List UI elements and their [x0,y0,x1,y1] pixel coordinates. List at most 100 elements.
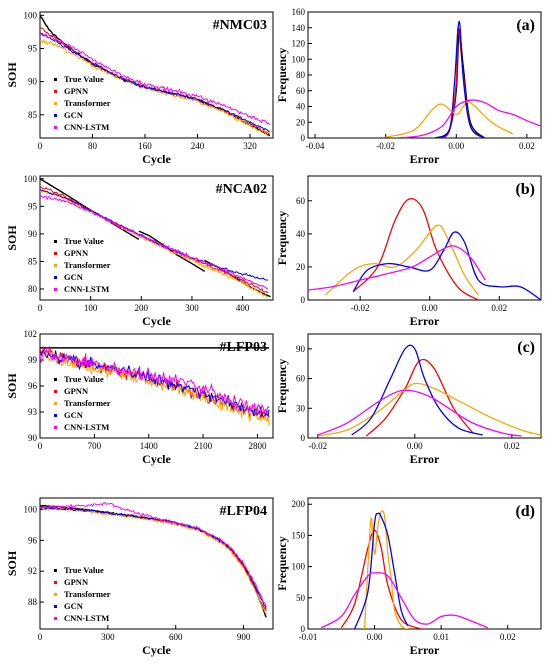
y-tick-label: 40 [296,229,306,239]
panel-letter-label: (b) [515,181,535,198]
legend-marker [54,240,57,243]
legend-label: True Value [64,565,104,575]
series-line-transformer [317,382,541,437]
series-line-gpnn [434,27,485,138]
panel-dataset-label: #LFP04 [220,504,267,519]
series-line-transformer [40,507,267,615]
series-group [40,345,270,427]
y-tick-label: 88 [28,597,38,607]
plot-frame [39,11,274,139]
x-tick-label: 2800 [248,441,267,451]
legend-marker [54,102,57,105]
series-line-cnn-lstm [320,572,488,629]
y-axis-label: Frequency [275,48,289,102]
series-group [308,198,541,300]
y-tick-label: 93 [28,407,38,417]
x-tick-label: 0.00 [367,632,383,642]
legend-marker [54,569,57,572]
series-line-gcn [40,32,270,132]
panel-dataset-label: #LFP03 [220,340,267,355]
series-line-gpnn [352,198,479,300]
x-axis-label: Cycle [142,452,171,466]
series-line-gcn [434,20,485,138]
chart-panel-4: -0.02 0.00 0.02 0 20 40 60 Error Frequency (b) [275,175,542,328]
legend-label: GCN [64,272,84,282]
series-line-cnn-lstm [317,389,522,437]
x-tick-label: 0 [38,441,43,451]
y-tick-label: 200 [292,499,306,509]
x-tick-label: 400 [236,303,250,313]
y-tick-label: 90 [296,344,306,354]
series-line-gcn [40,506,267,610]
y-tick-label: 80 [28,284,38,294]
legend-label: GPNN [64,86,89,96]
legend-label: True Value [64,374,104,384]
series-group [40,501,267,618]
series-line-gcn [40,350,270,417]
x-axis-label: Error [410,314,440,328]
x-tick-label: 0.00 [407,441,423,451]
x-tick-label: 0 [38,141,43,151]
legend-marker [54,114,57,117]
y-tick-label: 60 [296,374,306,384]
y-tick-label: 50 [296,593,306,603]
plot-frame [39,175,274,301]
panel-letter-label: (a) [516,17,535,34]
legend-marker [54,414,57,417]
chart-panel-3: 0 100 200 300 400 80 85 90 95 100 Cycle SOH #NCA02 Tr… [5,174,274,328]
y-tick-label: 96 [28,535,38,545]
y-axis-label: Frequency [275,359,289,413]
x-tick-label: 0.00 [448,141,464,151]
y-axis-label: Frequency [275,211,289,265]
legend-marker [54,426,57,429]
x-tick-label: 0.00 [422,303,438,313]
series-group [40,178,271,299]
x-tick-label: 240 [191,141,205,151]
y-tick-label: 20 [296,262,306,272]
legend-label: GCN [64,410,84,420]
x-tick-label: 100 [84,303,98,313]
x-tick-label: -0.02 [351,303,370,313]
y-tick-label: 150 [292,530,306,540]
legend-marker [54,605,57,608]
y-axis-label: SOH [5,225,19,251]
x-tick-label: 0.02 [500,632,516,642]
y-axis-label: SOH [5,550,19,576]
legend-label: GCN [64,110,84,120]
legend-marker [54,402,57,405]
legend-marker [54,252,57,255]
y-tick-label: 100 [24,10,38,20]
x-tick-label: -0.04 [306,141,325,151]
series-line-cnn-lstm [392,99,541,138]
x-axis-label: Cycle [142,152,171,166]
y-tick-label: 30 [296,403,306,413]
legend-label: True Value [64,74,104,84]
y-tick-label: 102 [24,329,38,339]
panel-dataset-label: #NMC03 [213,18,267,33]
y-tick-label: 60 [296,196,306,206]
legend: True Value GPNN Transformer GCN CNN-LSTM [54,236,111,294]
x-axis-label: Cycle [142,314,171,328]
legend-label: CNN-LSTM [64,122,109,132]
y-tick-label: 100 [24,174,38,184]
series-line-gpnn [340,529,422,629]
x-tick-label: 0.02 [504,441,520,451]
series-group [320,510,488,629]
x-axis-label: Cycle [142,643,171,657]
legend-label: Transformer [64,98,111,108]
x-tick-label: 600 [169,632,183,642]
series-line-transformer [324,224,479,296]
series-line-true-value [138,230,205,272]
y-tick-label: 85 [28,256,38,266]
legend-marker [54,593,57,596]
x-tick-label: 2100 [194,441,213,451]
y-tick-label: 0 [301,433,306,443]
y-tick-label: 60 [296,86,306,96]
y-tick-label: 0 [301,624,306,634]
plot-frame [307,333,542,439]
series-line-cnn-lstm [40,347,270,416]
legend: True Value GPNN Transformer GCN CNN-LSTM [54,74,111,132]
legend-label: GPNN [64,386,89,396]
y-tick-label: 100 [292,562,306,572]
